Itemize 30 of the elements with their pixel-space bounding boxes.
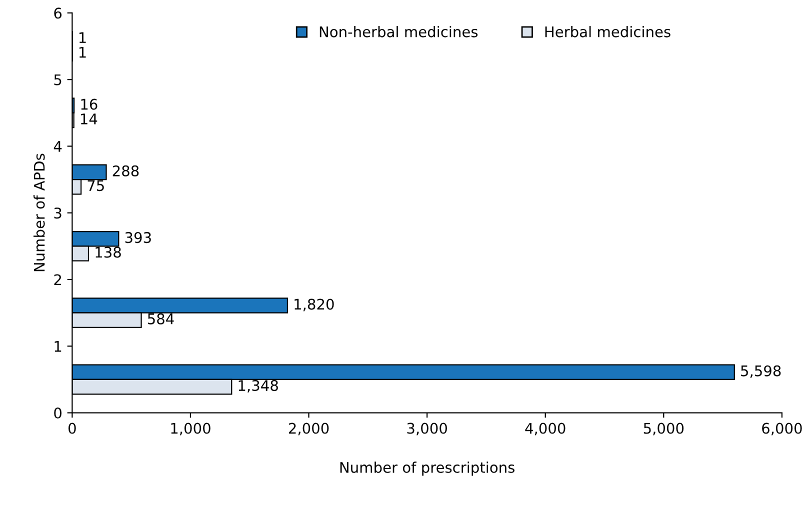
y-tick-label: 0 <box>54 408 62 419</box>
legend-label: Herbal medicines <box>545 26 670 38</box>
y-tick-label: 3 <box>54 208 62 219</box>
y-tick-label: 5 <box>54 74 62 86</box>
y-tick-label: 4 <box>54 141 62 152</box>
x-tick-label: 1,000 <box>171 422 210 436</box>
data-label: 393 <box>125 232 151 244</box>
x-axis-title: Number of prescriptions <box>340 462 514 476</box>
x-tick-label: 0 <box>68 422 76 434</box>
data-label: 1,348 <box>238 380 278 393</box>
data-label: 1 <box>79 46 86 58</box>
data-label: 16 <box>81 98 98 110</box>
data-label: 1 <box>79 32 86 43</box>
y-tick-label: 1 <box>54 341 62 352</box>
y-tick-label: 2 <box>54 274 61 286</box>
data-label: 5,598 <box>741 365 781 378</box>
legend-label: Non-herbal medicines <box>320 26 478 38</box>
x-tick-label: 3,000 <box>407 422 447 436</box>
x-tick-label: 6,000 <box>762 422 802 436</box>
x-tick-label: 4,000 <box>525 422 566 436</box>
data-label: 584 <box>148 313 174 324</box>
data-label: 288 <box>112 165 139 176</box>
x-tick-label: 5,000 <box>644 422 684 436</box>
data-label: 14 <box>80 114 98 124</box>
data-label: 1,820 <box>294 298 334 312</box>
y-axis-title: Number of APDs <box>34 154 45 272</box>
data-label: 75 <box>88 180 104 192</box>
y-tick-label: 6 <box>54 8 62 19</box>
data-label: 138 <box>96 246 121 258</box>
x-tick-label: 2,000 <box>288 422 329 436</box>
